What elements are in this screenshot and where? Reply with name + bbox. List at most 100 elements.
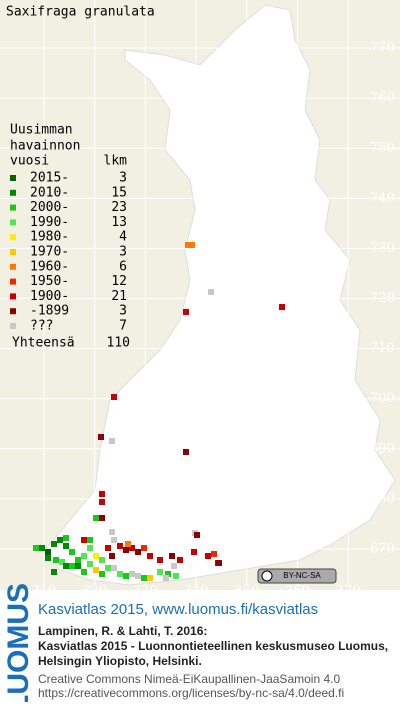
legend-swatch bbox=[10, 308, 16, 315]
occurrence-square bbox=[99, 571, 105, 577]
y-tick-label: 680 bbox=[370, 491, 395, 506]
legend-label: 1990- bbox=[30, 215, 69, 230]
occurrence-square bbox=[208, 289, 214, 295]
occurrence-square bbox=[169, 553, 175, 559]
legend-swatch bbox=[10, 263, 16, 270]
legend-count: 3 bbox=[119, 304, 127, 319]
occurrence-square bbox=[173, 573, 179, 579]
occurrence-square bbox=[123, 547, 129, 553]
occurrence-square bbox=[63, 543, 69, 549]
legend-swatch bbox=[10, 219, 16, 226]
occurrence-square bbox=[109, 529, 115, 535]
legend-swatch bbox=[10, 175, 16, 181]
occurrence-square bbox=[75, 557, 81, 563]
occurrence-square bbox=[87, 561, 93, 567]
y-tick-label: 710 bbox=[370, 341, 395, 356]
occurrence-square bbox=[105, 565, 111, 571]
legend-label: 2010- bbox=[30, 185, 69, 200]
occurrence-square bbox=[99, 515, 105, 521]
occurrence-square bbox=[105, 545, 111, 551]
legend-header: Uusimman bbox=[10, 123, 73, 138]
occurrence-square bbox=[117, 571, 123, 577]
occurrence-square bbox=[135, 573, 141, 579]
legend-count: 7 bbox=[119, 319, 127, 334]
occurrence-square bbox=[99, 491, 105, 497]
legend-count-header: lkm bbox=[104, 154, 128, 169]
occurrence-square bbox=[98, 434, 104, 440]
occurrence-square bbox=[171, 563, 177, 569]
legend-header: vuosi bbox=[10, 154, 49, 169]
x-tick-label: 310 bbox=[32, 584, 57, 599]
legend-swatch bbox=[10, 249, 16, 255]
occurrence-square bbox=[81, 553, 87, 559]
occurrence-square bbox=[63, 563, 69, 569]
occurrence-square bbox=[63, 535, 69, 541]
occurrence-square bbox=[141, 545, 147, 551]
occurrence-square bbox=[75, 563, 81, 569]
occurrence-square bbox=[141, 575, 147, 581]
occurrence-square bbox=[135, 549, 141, 555]
x-tick-label: 340 bbox=[184, 584, 209, 599]
legend-swatch bbox=[10, 189, 16, 196]
finland bbox=[44, 4, 396, 586]
occurrence-square bbox=[194, 532, 200, 538]
occurrence-square bbox=[129, 571, 135, 577]
license: Creative Commons Nimeä-EiKaupallinen-Jaa… bbox=[38, 672, 340, 686]
occurrence-square bbox=[99, 499, 105, 505]
x-tick-label: 330 bbox=[133, 584, 158, 599]
occurrence-square bbox=[157, 569, 163, 575]
y-tick-label: 730 bbox=[370, 241, 395, 256]
occurrence-square bbox=[189, 242, 195, 248]
occurrence-square bbox=[157, 557, 163, 563]
legend-label: 2000- bbox=[30, 200, 69, 215]
y-tick-label: 770 bbox=[370, 41, 395, 56]
x-tick-label: 360 bbox=[285, 584, 310, 599]
x-tick-label: 320 bbox=[82, 584, 107, 599]
occurrence-square bbox=[69, 563, 75, 569]
occurrence-square bbox=[99, 557, 105, 563]
occurrence-square bbox=[93, 567, 99, 573]
occurrence-square bbox=[123, 573, 129, 579]
occurrence-square bbox=[87, 545, 93, 551]
legend-label: 1900- bbox=[30, 289, 69, 304]
legend-count: 3 bbox=[119, 245, 127, 260]
license: https://creativecommons.org/licenses/by-… bbox=[38, 686, 344, 700]
occurrence-square bbox=[45, 549, 51, 555]
legend-label: 1950- bbox=[30, 274, 69, 289]
total: 110 bbox=[107, 336, 130, 351]
citation: Kasviatlas 2015 - Luonnontieteellinen ke… bbox=[38, 639, 388, 653]
occurrence-square bbox=[163, 575, 169, 581]
legend-label: 1960- bbox=[30, 259, 69, 274]
x-tick-label: 350 bbox=[234, 584, 259, 599]
legend-count: 13 bbox=[111, 215, 127, 230]
legend-count: 23 bbox=[111, 200, 127, 215]
occurrence-square bbox=[185, 242, 191, 248]
occurrence-square bbox=[93, 553, 99, 559]
occurrence-square bbox=[57, 537, 63, 543]
legend-swatch bbox=[10, 204, 16, 211]
occurrence-square bbox=[109, 553, 115, 559]
legend-swatch bbox=[10, 293, 16, 300]
legend-label: 1980- bbox=[30, 230, 69, 245]
legend-count: 21 bbox=[111, 289, 127, 304]
occurrence-square bbox=[93, 515, 99, 521]
citation: Helsingin Yliopisto, Helsinki. bbox=[38, 654, 202, 668]
occurrence-square bbox=[211, 551, 217, 557]
occurrence-square bbox=[59, 559, 65, 565]
license-badge bbox=[257, 568, 337, 584]
legend-label: 2015- bbox=[30, 171, 69, 186]
occurrence-square bbox=[53, 557, 59, 563]
y-tick-label: 670 bbox=[370, 542, 395, 557]
occurrence-square bbox=[69, 549, 75, 555]
occurrence-square bbox=[129, 545, 135, 551]
legend-label: -1899 bbox=[30, 304, 69, 319]
legend-swatch bbox=[10, 323, 16, 329]
occurrence-square bbox=[51, 569, 57, 575]
occurrence-square bbox=[45, 555, 51, 561]
total-label: Yhteensä bbox=[12, 336, 75, 351]
legend-label: 1970- bbox=[30, 245, 69, 260]
y-tick-label: 740 bbox=[370, 191, 395, 206]
occurrence-square bbox=[117, 543, 123, 549]
occurrence-square bbox=[183, 309, 189, 315]
